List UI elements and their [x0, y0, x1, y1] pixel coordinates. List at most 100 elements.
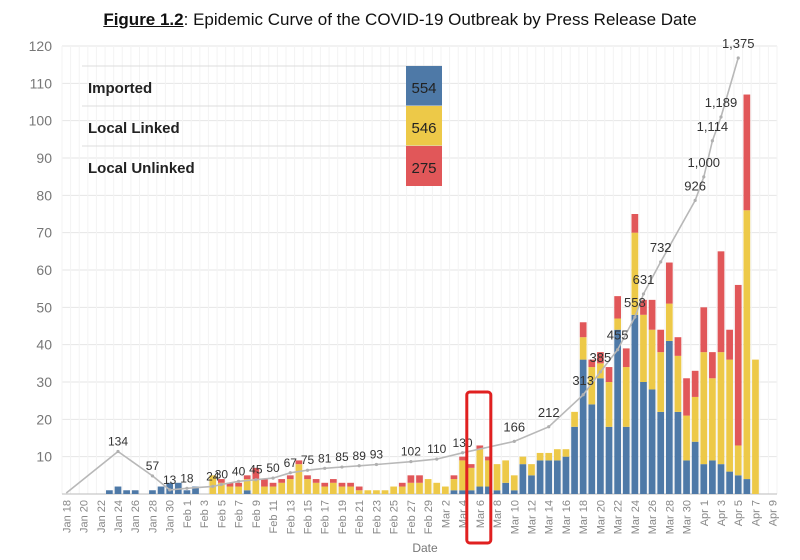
y-tick-label: 30 [36, 374, 52, 390]
bar-imported [683, 460, 690, 494]
bar-local-linked [218, 482, 225, 494]
bar-local-linked [605, 382, 613, 427]
bar-local-linked [579, 337, 587, 360]
bar-imported [243, 490, 251, 494]
cumulative-label: 1,375 [722, 36, 755, 51]
bar-local-unlinked [614, 296, 621, 319]
x-tick-label: Feb 1 [182, 500, 194, 528]
x-tick-label: Feb 17 [320, 500, 332, 534]
x-tick-label: Jan 26 [130, 500, 142, 533]
figure-label: Figure 1.2 [103, 10, 184, 29]
y-tick-label: 100 [29, 113, 53, 129]
bar-local-linked [657, 352, 665, 412]
x-tick-label: Jan 24 [113, 500, 125, 533]
chart-title: Figure 1.2: Epidemic Curve of the COVID-… [0, 10, 800, 30]
x-tick-label: Apr 1 [699, 500, 711, 526]
bar-local-linked [398, 486, 406, 494]
bar-local-linked [709, 378, 716, 461]
bar-imported [700, 464, 708, 494]
bar-local-linked [304, 479, 311, 494]
bar-local-linked [459, 460, 466, 491]
bar-local-unlinked [657, 329, 665, 353]
bar-local-unlinked [252, 467, 260, 480]
x-tick-label: Mar 10 [509, 500, 521, 534]
bar-local-unlinked [407, 475, 415, 483]
bar-local-linked [329, 482, 337, 494]
x-tick-label: Apr 9 [768, 500, 780, 526]
x-tick-label: Mar 8 [492, 500, 504, 528]
bar-local-linked [510, 475, 518, 491]
bar-local-linked [571, 411, 578, 427]
bar-imported [709, 460, 716, 494]
bar-local-linked [502, 460, 510, 483]
bar-local-linked [286, 479, 294, 494]
bar-local-unlinked [709, 352, 716, 379]
x-tick-label: Feb 9 [251, 500, 263, 528]
bar-imported [536, 460, 544, 494]
bar-local-unlinked [674, 337, 682, 356]
cumulative-label: 89 [353, 449, 367, 463]
bar-imported [562, 456, 570, 494]
bar-imported [571, 426, 578, 494]
cumulative-label: 926 [684, 178, 706, 193]
legend-swatch [406, 146, 442, 186]
bar-imported [123, 490, 130, 494]
x-tick-label: Apr 3 [716, 500, 728, 526]
bar-local-unlinked [467, 464, 475, 468]
bar-imported [743, 479, 751, 494]
cumulative-point [659, 260, 663, 264]
x-tick-label: Feb 11 [268, 500, 280, 533]
x-tick-label: Feb 7 [234, 500, 246, 528]
bar-local-linked [295, 464, 303, 494]
bar-local-unlinked [269, 482, 277, 487]
bar-local-unlinked [304, 475, 311, 480]
cumulative-label: 732 [650, 240, 672, 255]
bar-imported [657, 411, 665, 494]
cumulative-label: 50 [266, 461, 280, 475]
x-tick-label: Mar 2 [440, 500, 452, 528]
cumulative-label: 75 [301, 453, 315, 467]
bar-local-linked [493, 464, 501, 491]
bar-local-unlinked [631, 214, 639, 233]
cumulative-point [271, 476, 275, 480]
bar-local-unlinked [648, 299, 656, 330]
cumulative-label: 40 [232, 464, 246, 478]
cumulative-label: 166 [503, 419, 525, 434]
bar-local-unlinked [640, 299, 647, 315]
x-tick-label: Feb 19 [337, 500, 349, 534]
bar-local-linked [390, 486, 398, 494]
cumulative-label: 24 [206, 469, 220, 483]
x-tick-label: Mar 12 [526, 500, 538, 534]
bar-local-unlinked [605, 367, 613, 382]
legend-label: Local Unlinked [88, 160, 195, 177]
x-tick-label: Mar 16 [561, 500, 573, 534]
x-tick-label: Feb 3 [199, 500, 211, 528]
bar-imported [192, 486, 199, 494]
y-tick-label: 20 [36, 411, 52, 427]
bar-imported [493, 490, 501, 494]
bar-imported [131, 490, 139, 494]
cumulative-point [736, 56, 740, 60]
bar-local-unlinked [597, 352, 604, 364]
bar-imported [640, 382, 647, 494]
bar-local-unlinked [665, 262, 673, 304]
cumulative-label: 1,189 [705, 95, 738, 110]
bar-local-linked [243, 479, 251, 491]
y-tick-label: 50 [36, 299, 52, 315]
bar-local-linked [355, 490, 363, 494]
bar-local-linked [364, 490, 372, 494]
cumulative-label: 212 [538, 405, 560, 420]
bar-imported [588, 404, 596, 494]
bar-local-linked [347, 486, 354, 494]
bar-local-linked [683, 415, 690, 461]
bar-local-linked [235, 486, 242, 494]
cumulative-label: 558 [624, 295, 646, 310]
bar-imported [553, 460, 561, 494]
cumulative-point [168, 488, 172, 492]
cumulative-point [641, 292, 646, 296]
bar-local-unlinked [579, 322, 587, 338]
cumulative-point [185, 486, 189, 490]
cumulative-label: 1,000 [688, 155, 721, 170]
cumulative-point [323, 466, 327, 470]
